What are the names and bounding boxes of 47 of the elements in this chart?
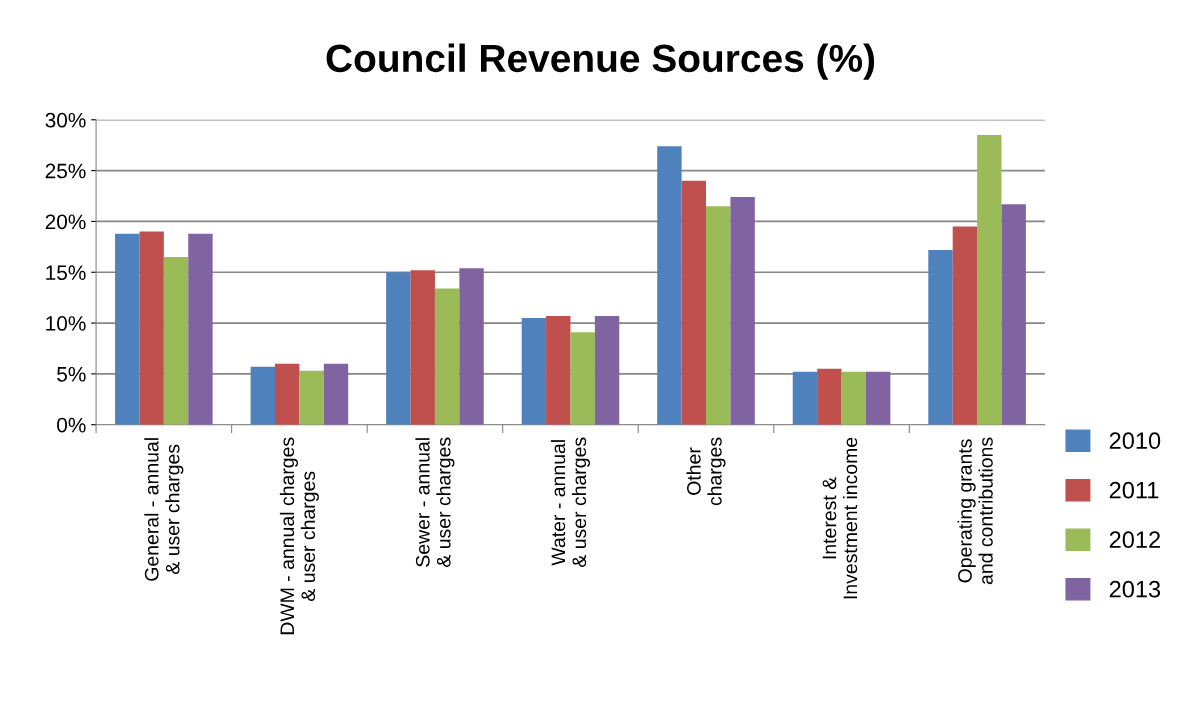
x-tick-label: Other charges	[686, 437, 726, 506]
bar	[250, 366, 275, 425]
bar	[817, 368, 842, 425]
bar	[323, 363, 349, 425]
bar	[841, 371, 866, 425]
x-tick-label: General - annual & user charges	[144, 438, 184, 581]
bar	[163, 257, 189, 425]
x-tick-label: DWM - annual charges & user charges	[279, 437, 319, 635]
bar	[792, 371, 818, 425]
bar	[115, 233, 140, 425]
bar	[730, 197, 755, 425]
y-tick-label: 30%	[45, 112, 86, 128]
bar	[386, 272, 411, 425]
bar	[681, 180, 707, 425]
y-tick-label: 15%	[46, 265, 86, 280]
bar	[410, 270, 435, 425]
x-tick-label: Operating grants and contributions	[957, 437, 993, 585]
bar	[1001, 204, 1026, 425]
bar	[459, 268, 484, 425]
legend-label: 2010	[1109, 432, 1161, 450]
y-tick-label: 10%	[46, 316, 86, 331]
bar	[188, 233, 213, 425]
y-tick-label: 25%	[45, 163, 86, 179]
legend-label: 2012	[1109, 531, 1160, 549]
bar	[657, 146, 682, 425]
x-tick-label: Interest & Investment income	[822, 437, 858, 599]
bar	[952, 226, 978, 425]
bar	[706, 206, 731, 425]
bar	[928, 249, 953, 425]
bar	[299, 370, 324, 425]
bar	[977, 135, 1002, 425]
legend-label: 2013	[1109, 580, 1161, 598]
chart-title: Council Revenue Sources (%)	[326, 43, 875, 80]
y-tick-label: 0%	[57, 417, 86, 433]
y-tick-label: 5%	[57, 366, 86, 382]
bar	[434, 288, 460, 425]
bar	[865, 371, 891, 425]
bar	[594, 315, 620, 425]
y-tick-label: 20%	[45, 214, 86, 230]
legend-label: 2011	[1109, 481, 1159, 499]
x-tick-label: Water - annual & user charges	[550, 437, 591, 567]
bar	[139, 231, 164, 425]
x-tick-label: Sewer - annual & user charges	[415, 437, 455, 567]
bar	[274, 363, 300, 425]
bar	[546, 315, 571, 425]
bar	[570, 332, 595, 425]
bar	[521, 317, 547, 425]
